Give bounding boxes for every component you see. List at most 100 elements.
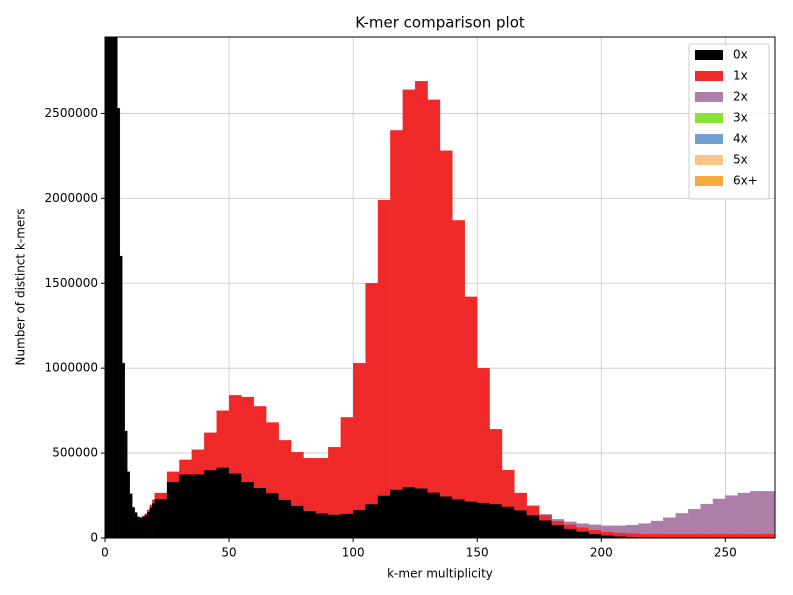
bar-segment <box>539 514 552 521</box>
bar-segment <box>712 533 726 538</box>
bar-segment <box>216 410 230 468</box>
bar-segment <box>191 474 205 538</box>
bar-segment <box>315 513 329 538</box>
bar-segment <box>377 495 391 538</box>
legend-swatch <box>695 71 723 81</box>
bar-segment <box>489 429 503 505</box>
legend-label: 2x <box>733 90 748 104</box>
bar-segment <box>147 511 150 538</box>
y-tick-label: 500000 <box>52 446 98 460</box>
y-tick-label: 2000000 <box>45 191 98 205</box>
bar-segment <box>149 507 153 538</box>
bar-segment <box>365 283 379 505</box>
bar-segment <box>625 533 639 537</box>
bar-segment <box>551 524 565 538</box>
bar-segment <box>112 37 116 538</box>
legend-swatch <box>695 113 723 123</box>
bar-segment <box>204 469 217 538</box>
legend-label: 3x <box>733 111 748 125</box>
bar-segment <box>712 498 726 534</box>
x-tick-label: 50 <box>221 546 236 560</box>
bar-segment <box>563 524 577 529</box>
bar-segment <box>489 503 503 538</box>
bar-segment <box>303 458 317 511</box>
bar-segment <box>315 458 329 514</box>
bar-segment <box>142 515 145 517</box>
x-tick-label: 0 <box>101 546 109 560</box>
bar-segment <box>687 508 701 534</box>
bar-segment <box>151 503 155 538</box>
bar-segment <box>151 499 155 504</box>
plot-frame <box>104 36 776 539</box>
bar-segment <box>576 523 590 528</box>
bar-segment <box>563 528 577 538</box>
bar-segment <box>477 368 490 503</box>
bar-segment <box>501 469 515 507</box>
chart-title: K-mer comparison plot <box>355 14 525 32</box>
bar-segment <box>477 502 490 538</box>
bar-segment <box>142 516 145 538</box>
bar-segment <box>241 396 255 483</box>
bar-segment <box>601 525 614 532</box>
bar-segment <box>127 471 130 538</box>
bar-segment <box>144 513 148 516</box>
legend-label: 4x <box>733 132 748 146</box>
bar-segment <box>228 473 242 538</box>
bar-segment <box>551 519 565 522</box>
bar-segment <box>638 523 652 534</box>
legend-swatch <box>695 176 723 186</box>
bar-segment <box>551 520 565 525</box>
bar-segment <box>588 524 602 530</box>
bar-segment <box>253 487 267 538</box>
x-tick-label: 200 <box>590 546 613 560</box>
bar-segment <box>415 81 428 489</box>
bar-segment <box>563 521 577 525</box>
bar-segment <box>737 533 751 538</box>
x-tick-label: 100 <box>342 546 365 560</box>
bar-segment <box>427 99 441 493</box>
bar-segment <box>328 446 341 515</box>
legend-label: 1x <box>733 69 748 83</box>
bar-segment <box>154 492 168 500</box>
bar-segment <box>700 503 714 534</box>
bar-segment <box>122 362 126 538</box>
x-axis-label: k-mer multiplicity <box>387 567 493 581</box>
bar-segment <box>139 516 143 518</box>
bar-segment <box>514 510 528 538</box>
bar-segment <box>132 507 135 538</box>
bar-segment <box>352 362 366 511</box>
legend: 0x 1x 2x 3x 4x 5x 6x+ <box>688 43 770 200</box>
bar-segment <box>663 533 676 538</box>
bar-segment <box>762 491 775 534</box>
bar-segment <box>266 492 279 538</box>
bar-segment <box>241 481 255 538</box>
bar-segment <box>750 533 763 538</box>
legend-label: 6x+ <box>733 174 758 188</box>
bar-segment <box>725 533 738 538</box>
legend-swatch <box>695 92 723 102</box>
bar-segment <box>625 524 639 534</box>
bar-segment <box>303 510 317 538</box>
bar-segment <box>228 395 242 474</box>
bar-segment <box>179 459 193 475</box>
bar-segment <box>750 491 763 534</box>
x-tick-label: 250 <box>714 546 737 560</box>
bar-segment <box>675 513 689 534</box>
bar-segment <box>278 440 292 500</box>
bar-segment <box>117 108 121 538</box>
bar-segment <box>114 37 118 538</box>
bar-segment <box>390 130 403 490</box>
bar-segment <box>266 422 279 494</box>
bar-segment <box>526 514 540 538</box>
bar-segment <box>278 499 292 538</box>
bar-segment <box>144 514 148 538</box>
bar-segment <box>427 492 441 538</box>
bar-segment <box>737 492 751 534</box>
x-tick-label: 150 <box>466 546 489 560</box>
bar-segment <box>452 220 465 500</box>
bar-segment <box>613 525 627 533</box>
y-tick-label: 2500000 <box>45 106 98 120</box>
legend-swatch <box>695 134 723 144</box>
bar-segment <box>650 520 664 534</box>
